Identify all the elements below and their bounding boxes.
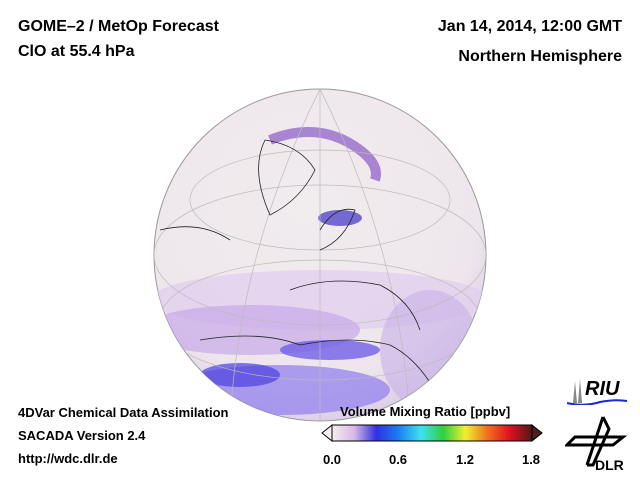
- colorbar-tick: 1.8: [521, 452, 541, 467]
- svg-text:RIU: RIU: [585, 378, 620, 400]
- dlr-logo: DLR: [563, 415, 635, 475]
- colorbar-title: Volume Mixing Ratio [ppbv]: [340, 404, 511, 419]
- clo-field: [154, 89, 486, 421]
- colorbar: [321, 423, 543, 443]
- svg-text:DLR: DLR: [595, 457, 624, 473]
- colorbar-max-arrow: [531, 423, 543, 443]
- footer-line2: SACADA Version 2.4: [18, 428, 146, 443]
- coastlines: [159, 139, 441, 401]
- title: GOME–2 / MetOp Forecast: [18, 18, 219, 35]
- datetime: Jan 14, 2014, 12:00 GMT: [437, 18, 622, 35]
- colorbar-tick: 1.2: [455, 452, 475, 467]
- region: Northern Hemisphere: [458, 48, 622, 65]
- colorbar-gradient: [331, 424, 533, 442]
- colorbar-tick: 0.6: [388, 452, 408, 467]
- footer-line1: 4DVar Chemical Data Assimilation: [18, 405, 229, 420]
- subtitle: ClO at 55.4 hPa: [18, 43, 135, 60]
- footer-line3[interactable]: http://wdc.dlr.de: [18, 451, 118, 466]
- colorbar-tick: 0.0: [322, 452, 342, 467]
- colorbar-min-arrow: [321, 423, 333, 443]
- riu-logo: RIU: [565, 375, 635, 406]
